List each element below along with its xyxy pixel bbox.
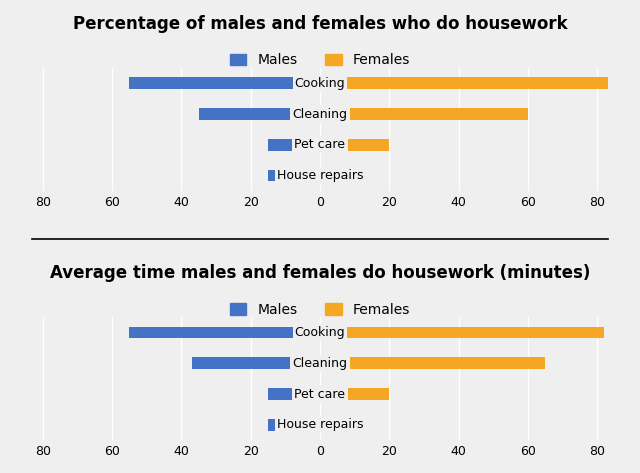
- Legend: Males, Females: Males, Females: [224, 297, 416, 322]
- Bar: [129, 327, 320, 338]
- Bar: [320, 388, 389, 400]
- Bar: [268, 139, 320, 150]
- Bar: [320, 170, 337, 181]
- Text: House repairs: House repairs: [276, 418, 364, 431]
- Bar: [268, 388, 320, 400]
- Bar: [320, 139, 389, 150]
- Bar: [268, 419, 320, 430]
- Text: Pet care: Pet care: [294, 387, 346, 401]
- Bar: [320, 78, 607, 89]
- Bar: [192, 358, 320, 369]
- Text: Pet care: Pet care: [294, 138, 346, 151]
- Text: House repairs: House repairs: [276, 169, 364, 182]
- Title: Percentage of males and females who do housework: Percentage of males and females who do h…: [73, 15, 567, 33]
- Bar: [268, 170, 320, 181]
- Text: Cooking: Cooking: [294, 77, 346, 90]
- Bar: [320, 358, 545, 369]
- Text: Cooking: Cooking: [294, 326, 346, 339]
- Legend: Males, Females: Males, Females: [224, 48, 416, 73]
- Text: Cleaning: Cleaning: [292, 357, 348, 370]
- Bar: [198, 108, 320, 120]
- Text: Cleaning: Cleaning: [292, 107, 348, 121]
- Bar: [320, 419, 337, 430]
- Bar: [320, 108, 528, 120]
- Title: Average time males and females do housework (minutes): Average time males and females do housew…: [50, 264, 590, 282]
- Bar: [129, 78, 320, 89]
- Bar: [320, 327, 604, 338]
